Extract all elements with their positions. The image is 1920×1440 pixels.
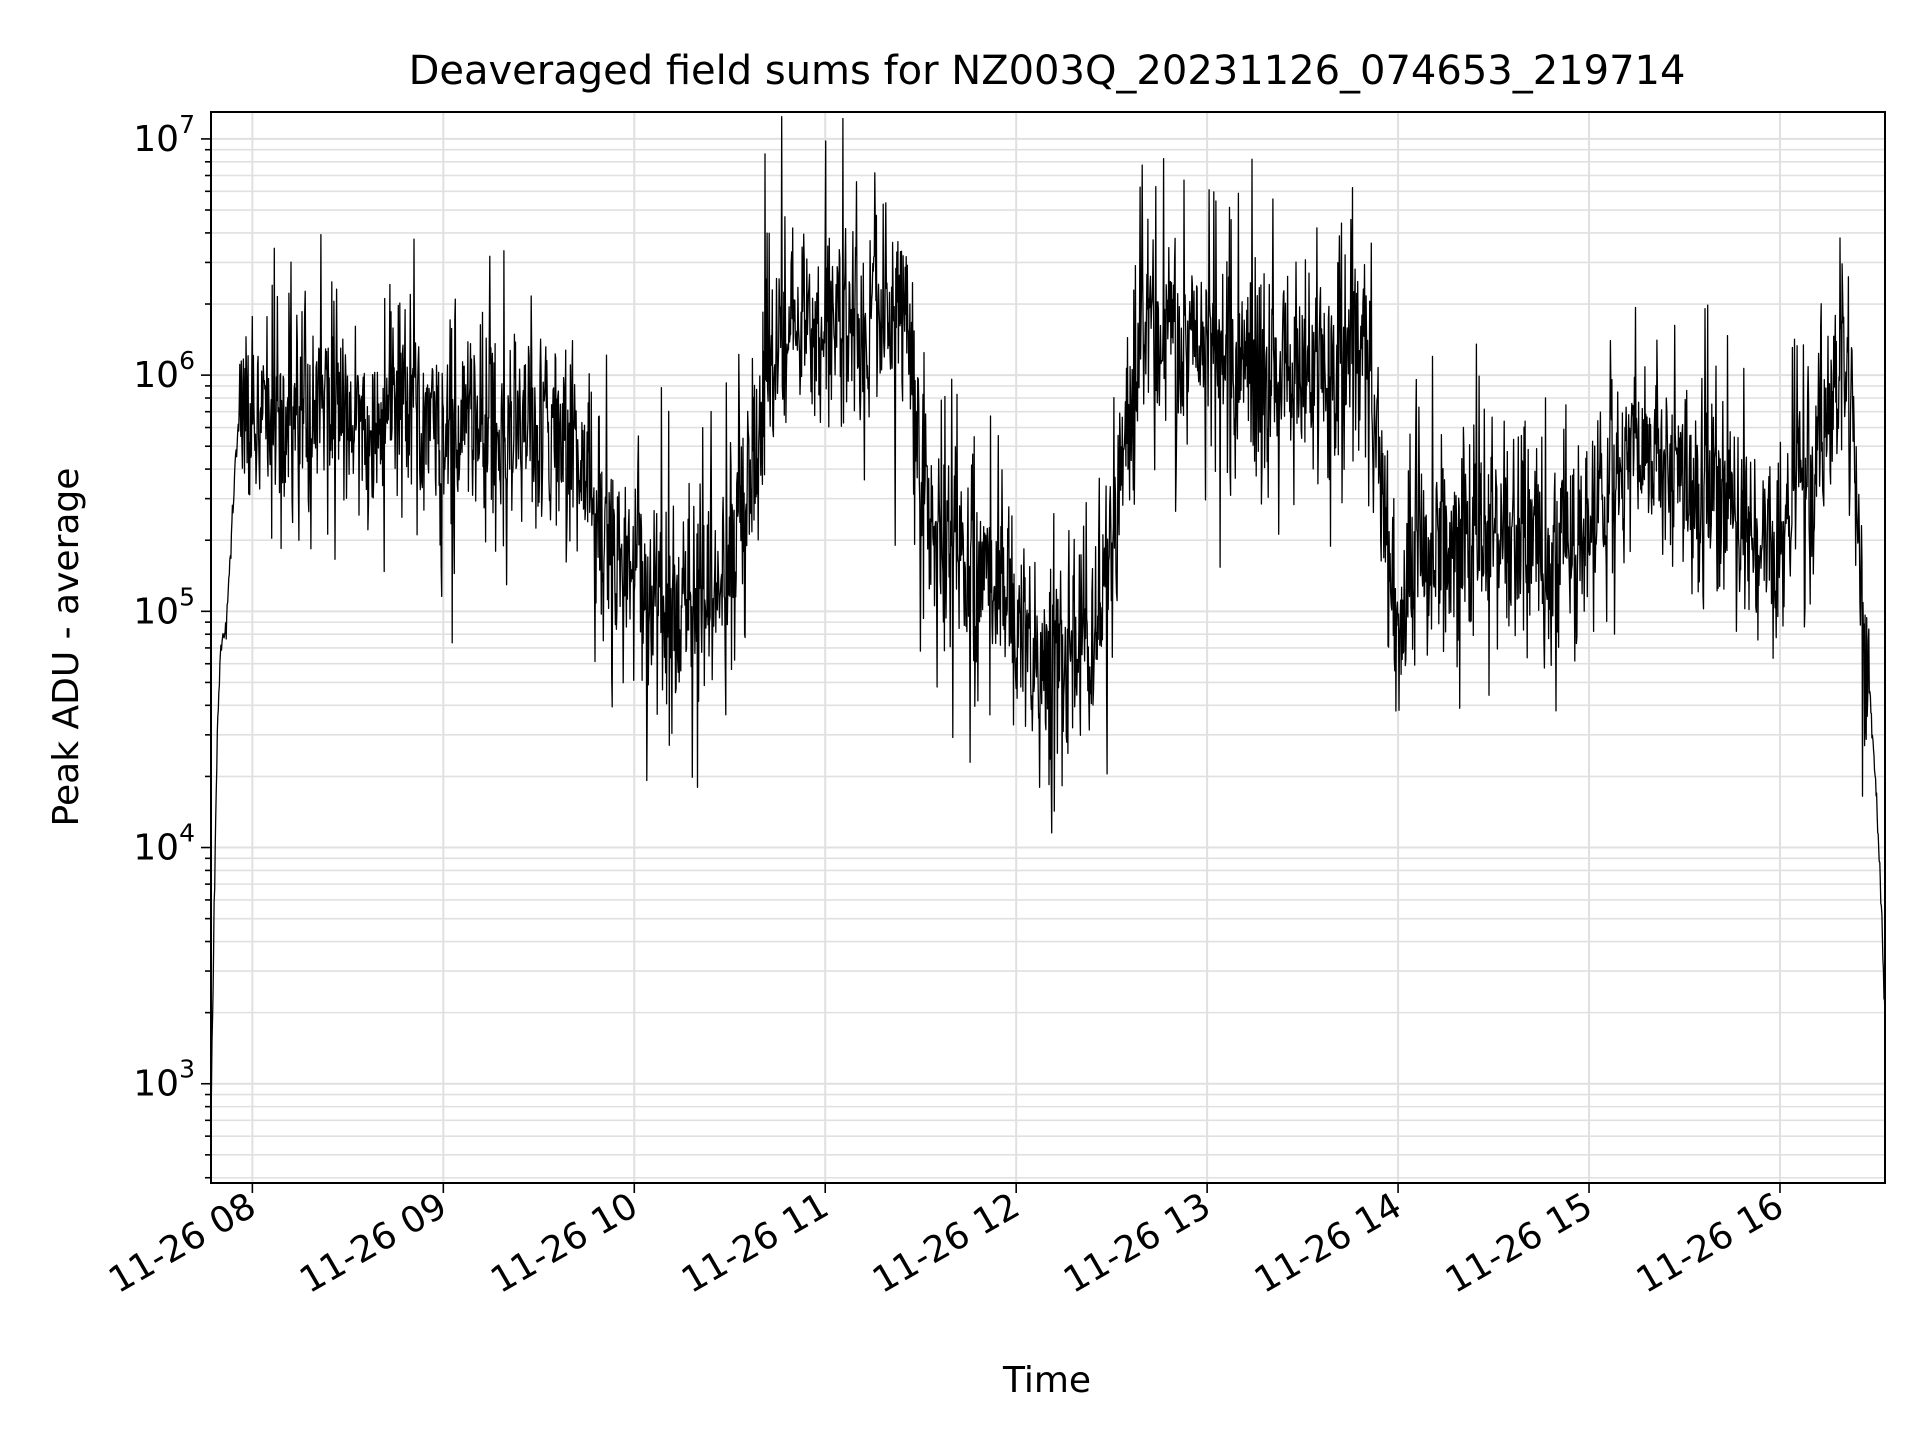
y-tick-base: 10 bbox=[133, 591, 179, 632]
y-tick-base: 10 bbox=[133, 355, 179, 396]
series-line bbox=[210, 116, 1886, 1124]
y-tick-exponent: 6 bbox=[179, 346, 195, 375]
y-tick-label: 104 bbox=[133, 819, 195, 869]
y-tick-base: 10 bbox=[133, 119, 179, 160]
y-tick-base: 10 bbox=[133, 1064, 179, 1105]
y-tick-exponent: 7 bbox=[179, 110, 195, 139]
x-axis-label: Time bbox=[1002, 1360, 1091, 1401]
y-tick-label: 105 bbox=[133, 582, 195, 632]
y-tick-label: 103 bbox=[133, 1055, 195, 1105]
y-axis-label: Peak ADU - average bbox=[46, 468, 87, 827]
series-layer bbox=[210, 116, 1886, 1124]
y-tick-base: 10 bbox=[133, 828, 179, 869]
y-tick-label: 106 bbox=[133, 346, 195, 396]
y-tick-exponent: 3 bbox=[179, 1055, 195, 1084]
y-tick-label: 107 bbox=[133, 110, 195, 160]
y-tick-exponent: 5 bbox=[179, 582, 195, 611]
chart-title: Deaveraged field sums for NZ003Q_2023112… bbox=[409, 48, 1686, 94]
y-tick-exponent: 4 bbox=[179, 819, 195, 848]
